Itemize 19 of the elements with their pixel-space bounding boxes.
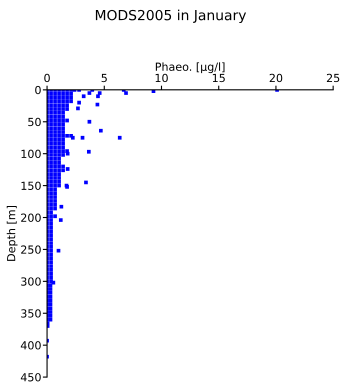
y-tick-label: 350 [21, 309, 41, 318]
y-tick-label: 100 [22, 150, 41, 158]
y-tick-label: 200 [21, 213, 41, 222]
y-tick-label: 250 [21, 245, 41, 254]
y-tick-label: 50 [28, 118, 41, 126]
y-tick-label: 150 [22, 182, 41, 190]
y-tick-label: 400 [20, 341, 41, 350]
x-tick-label: 20 [270, 74, 282, 82]
x-tick-label: 15 [212, 74, 225, 82]
y-tick-label: 0 [35, 86, 41, 94]
y-tick-label: 450 [20, 373, 41, 382]
chart-title: MODS2005 in January [96, 10, 246, 24]
y-axis-title: Depth [m] [6, 206, 18, 261]
y-tick-label: 300 [21, 277, 41, 286]
x-tick-label: 25 [326, 74, 340, 82]
x-axis-title: Phaeo. [µg/l] [156, 62, 224, 74]
x-tick-label: 5 [102, 74, 107, 82]
x-tick-label: 0 [44, 74, 50, 82]
x-tick-label: 10 [156, 74, 168, 82]
